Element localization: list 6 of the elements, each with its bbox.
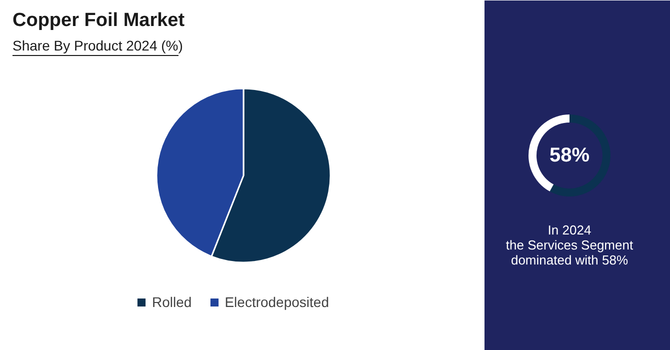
chart-title: Copper Foil Market [12, 10, 186, 31]
text: 58% [549, 144, 590, 166]
chart-subtitle: Share By Product 2024 (%) [12, 38, 183, 54]
legend-label: Rolled [152, 294, 192, 310]
legend-label: Electrodeposited [224, 294, 329, 310]
text: In 2024 the Services Segment dominated with 58% [506, 222, 634, 268]
